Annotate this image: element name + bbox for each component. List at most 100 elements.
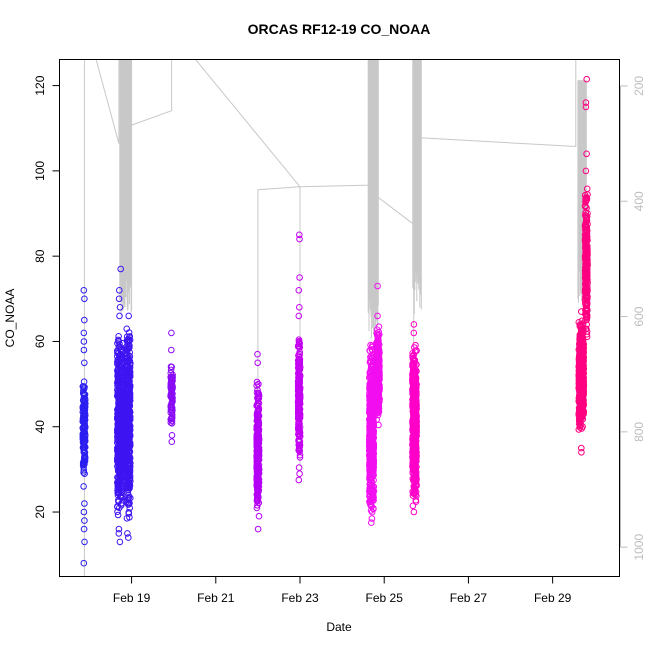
series-rf17 — [366, 282, 383, 527]
data-point — [575, 367, 583, 375]
data-point — [116, 287, 123, 294]
data-point — [583, 264, 591, 272]
data-point — [115, 424, 122, 431]
data-point — [583, 217, 591, 225]
data-point — [167, 366, 175, 374]
data-point — [254, 525, 262, 533]
data-point — [583, 229, 591, 236]
data-point — [412, 415, 420, 423]
data-point — [254, 399, 262, 407]
data-point — [254, 492, 261, 500]
y-axis-label: CO_NOAA — [3, 289, 17, 348]
data-point — [253, 434, 261, 441]
data-point — [253, 441, 261, 448]
data-point — [81, 400, 89, 408]
data-point — [578, 449, 585, 456]
data-point — [582, 203, 589, 210]
data-point — [578, 444, 585, 452]
series-rf13 — [114, 265, 134, 546]
data-point — [79, 418, 87, 426]
data-point — [583, 287, 590, 295]
data-point — [81, 295, 88, 303]
data-point — [125, 448, 133, 456]
data-point — [81, 359, 88, 367]
data-point — [126, 514, 133, 521]
data-point — [80, 483, 87, 490]
data-point — [581, 300, 589, 307]
data-point — [374, 386, 381, 394]
data-point — [126, 472, 134, 480]
data-point — [295, 312, 303, 320]
data-point — [167, 383, 174, 391]
data-point — [114, 503, 121, 511]
data-point — [114, 482, 122, 490]
data-point — [80, 467, 88, 474]
data-point — [370, 446, 377, 454]
data-point — [114, 508, 121, 516]
data-point — [168, 420, 176, 427]
data-point — [582, 198, 589, 206]
data-point — [80, 287, 88, 294]
data-point — [295, 377, 303, 384]
data-point — [117, 350, 124, 358]
data-point — [295, 379, 303, 387]
data-point — [115, 295, 123, 303]
data-point — [295, 340, 303, 348]
data-point — [117, 265, 124, 273]
data-point — [412, 375, 419, 382]
y-tick-label: 100 — [33, 161, 47, 181]
data-point — [411, 387, 419, 395]
data-point — [167, 416, 174, 423]
data-point — [582, 103, 590, 111]
data-point — [296, 376, 303, 383]
y-tick-label: 80 — [33, 249, 47, 263]
data-point — [366, 409, 373, 416]
data-point — [583, 75, 591, 83]
data-point — [295, 464, 303, 471]
data-point — [124, 402, 131, 409]
data-point — [578, 339, 585, 346]
data-point — [125, 329, 133, 336]
data-point — [124, 361, 131, 369]
data-point — [368, 508, 376, 516]
data-point — [125, 509, 132, 516]
data-point — [366, 470, 374, 477]
data-points-layer — [79, 75, 591, 567]
data-point — [294, 357, 302, 364]
data-point — [368, 464, 376, 472]
data-point — [412, 470, 420, 477]
data-point — [255, 380, 262, 388]
data-point — [579, 342, 587, 350]
x-tick-label: Feb 29 — [534, 591, 572, 605]
data-point — [116, 426, 123, 434]
data-point — [296, 350, 303, 358]
data-point — [366, 429, 374, 437]
data-point — [123, 437, 130, 445]
data-point — [296, 427, 304, 434]
data-point — [126, 386, 133, 394]
data-point — [169, 374, 176, 382]
data-point — [124, 424, 131, 431]
data-point — [168, 329, 175, 337]
data-point — [374, 282, 381, 290]
data-point — [253, 431, 261, 439]
data-point — [168, 391, 175, 399]
data-point — [577, 413, 585, 420]
data-point — [295, 476, 303, 484]
data-point — [80, 338, 88, 345]
data-point — [296, 448, 303, 455]
data-point — [123, 408, 130, 416]
data-point — [168, 432, 176, 439]
data-point — [575, 386, 583, 394]
data-point — [578, 352, 586, 359]
data-point — [114, 410, 121, 418]
data-point — [409, 488, 417, 495]
chart-title: ORCAS RF12-19 CO_NOAA — [248, 21, 431, 37]
data-point — [583, 306, 591, 314]
data-point — [117, 404, 125, 411]
data-point — [80, 508, 88, 516]
series-rf18 — [409, 321, 420, 516]
data-point — [81, 538, 88, 546]
data-point — [168, 438, 176, 446]
